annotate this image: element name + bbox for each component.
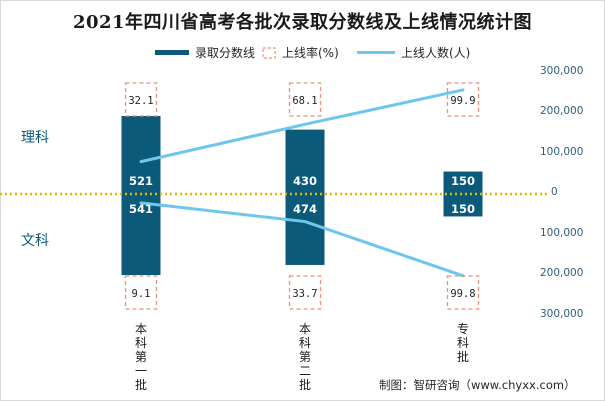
legend-line-swatch	[357, 51, 395, 54]
rate-label-science-0: 32.1	[128, 95, 153, 107]
source-note: 制图：智研咨询（www.chyxx.com）	[379, 378, 576, 392]
rate-box-science-2	[446, 82, 480, 117]
chart-title: 2021年四川省高考各批次录取分数线及上线情况统计图	[72, 12, 533, 33]
rate-box-arts-0	[124, 275, 158, 310]
y-tick-label: 200,000	[540, 267, 584, 279]
y-tick-label: 300,000	[540, 64, 584, 77]
y-tick-label: 0	[551, 186, 558, 198]
bar-science-2	[443, 171, 483, 194]
rate-label-arts-0: 9.1	[132, 288, 151, 300]
rate-label-arts-1: 33.7	[292, 288, 317, 300]
y-tick-label: 200,000	[540, 105, 584, 117]
rate-box-science-0	[124, 82, 158, 117]
score-label-science-1: 430	[293, 174, 317, 188]
legend-dash-swatch	[262, 46, 276, 59]
bar-arts-0	[121, 194, 161, 275]
category-label: 本科第一批	[134, 322, 147, 392]
legend-item-score: 录取分数线	[155, 44, 255, 61]
score-label-science-0: 521	[129, 174, 153, 188]
rate-box-science-1	[288, 82, 322, 117]
bar-arts-1	[285, 194, 325, 265]
bar-arts-2	[443, 194, 483, 217]
score-label-science-2: 150	[451, 174, 475, 188]
rate-box-arts-1	[288, 275, 322, 310]
legend-bar-swatch	[155, 50, 189, 55]
legend-label-count: 上线人数(人)	[401, 46, 471, 60]
legend-item-rate: 上线率(%)	[262, 44, 339, 61]
y-tick-label: 100,000	[540, 145, 584, 158]
line-arts-count	[139, 201, 465, 278]
side-label-arts: 文科	[21, 233, 49, 249]
line-science-count	[139, 88, 465, 164]
legend-label-score: 录取分数线	[195, 46, 256, 60]
rate-label-arts-2: 99.8	[450, 288, 475, 300]
score-label-arts-1: 474	[293, 202, 317, 216]
category-label: 专科批	[456, 322, 469, 364]
side-label-science: 理科	[21, 130, 49, 146]
y-tick-label: 100,000	[540, 226, 584, 239]
bar-science-0	[121, 116, 161, 194]
bar-science-1	[285, 129, 325, 194]
legend-item-count: 上线人数(人)	[357, 44, 470, 61]
y-tick-label: 300,000	[540, 307, 584, 320]
legend-label-rate: 上线率(%)	[282, 46, 339, 60]
category-label: 本科第二批	[298, 322, 311, 392]
rate-label-science-1: 68.1	[292, 95, 317, 107]
score-label-arts-2: 150	[451, 202, 475, 216]
score-label-arts-0: 541	[129, 202, 153, 216]
rate-box-arts-2	[446, 275, 480, 310]
rate-label-science-2: 99.9	[450, 95, 475, 107]
